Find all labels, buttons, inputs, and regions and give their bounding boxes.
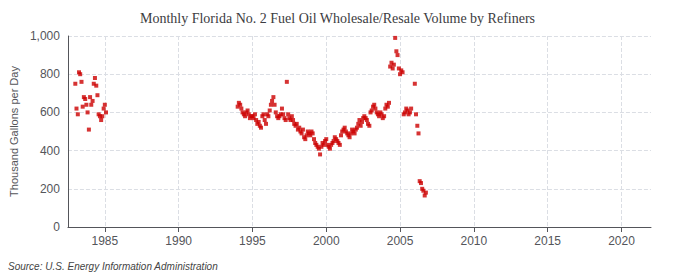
svg-text:600: 600 — [40, 105, 60, 119]
svg-text:2010: 2010 — [461, 234, 488, 248]
svg-text:1,000: 1,000 — [30, 29, 60, 43]
svg-text:Monthly Florida No. 2 Fuel Oil: Monthly Florida No. 2 Fuel Oil Wholesale… — [140, 11, 535, 26]
svg-text:2000: 2000 — [313, 234, 340, 248]
svg-text:1990: 1990 — [165, 234, 192, 248]
svg-text:0: 0 — [53, 220, 60, 234]
svg-text:2015: 2015 — [534, 234, 561, 248]
svg-text:Source: U.S. Energy Informatio: Source: U.S. Energy Information Administ… — [8, 261, 218, 272]
svg-text:800: 800 — [40, 67, 60, 81]
svg-text:1995: 1995 — [239, 234, 266, 248]
svg-text:Thousand Gallons per Day: Thousand Gallons per Day — [8, 66, 20, 197]
svg-text:2020: 2020 — [608, 234, 635, 248]
svg-text:400: 400 — [40, 144, 60, 158]
svg-text:2005: 2005 — [387, 234, 414, 248]
svg-text:1985: 1985 — [91, 234, 118, 248]
svg-text:200: 200 — [40, 182, 60, 196]
